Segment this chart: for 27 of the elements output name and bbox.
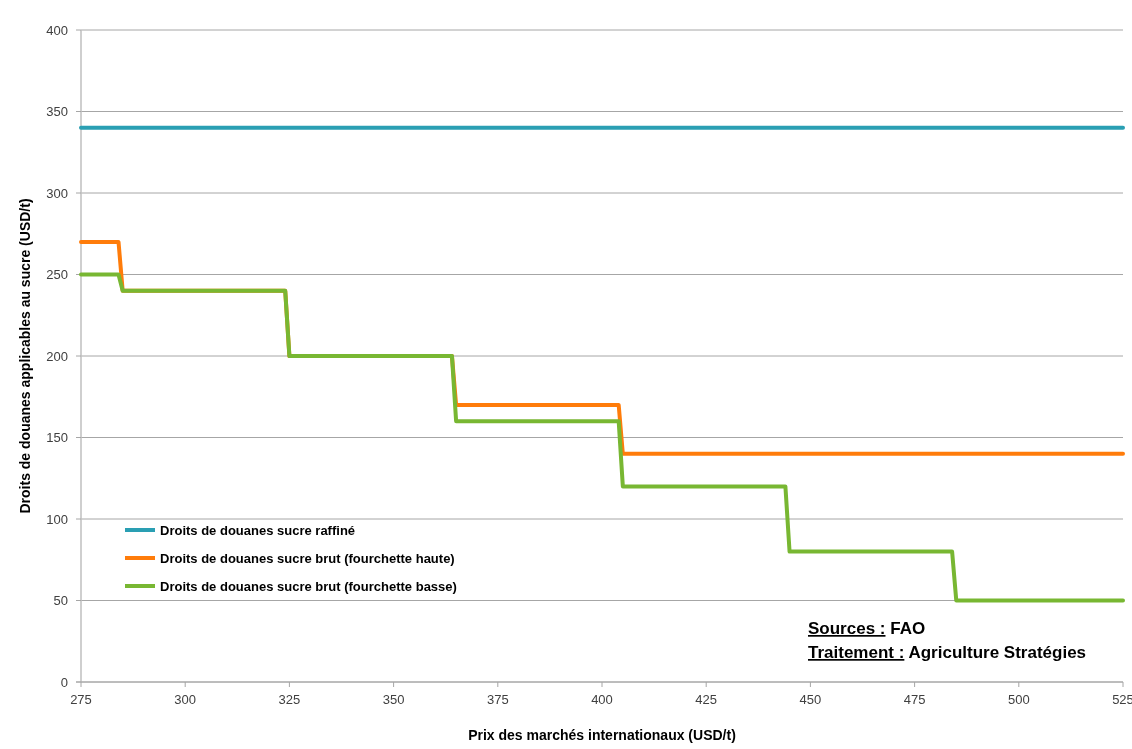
y-tick-label: 50 [53,593,68,609]
legend-label: Droits de douanes sucre raffiné [160,522,356,538]
x-tick-label: 275 [70,692,92,707]
y-axis-title: Droits de douanes applicables au sucre (USD/t) [17,198,33,514]
x-tick-label: 375 [486,692,509,707]
x-tick-label: 450 [799,692,822,707]
annotation: Traitement : Agriculture Stratégies [808,643,1087,662]
x-tick-label: 300 [174,692,197,707]
y-tick-label: 0 [60,674,68,690]
annotation: Sources : FAO [808,619,926,638]
x-axis-title: Prix des marchés internationaux (USD/t) [468,727,736,743]
y-tick-label: 100 [46,511,68,527]
x-tick-label: 425 [695,692,718,707]
x-tick-label: 350 [382,692,405,707]
y-tick-label: 400 [46,22,68,38]
y-tick-label: 250 [46,267,68,283]
y-tick-label: 350 [46,104,68,120]
y-tick-label: 150 [46,430,68,446]
x-tick-label: 325 [278,692,301,707]
line-series [79,272,1125,603]
y-tick-label: 200 [46,348,68,364]
legend-label: Droits de douanes sucre brut (fourchette haute) [160,550,455,566]
y-tick-label: 300 [46,185,68,201]
x-tick-label: 500 [1007,692,1030,707]
legend-label: Droits de douanes sucre brut (fourchette basse) [160,578,457,594]
x-tick-label: 400 [591,692,613,707]
x-tick-label: 475 [903,692,926,707]
